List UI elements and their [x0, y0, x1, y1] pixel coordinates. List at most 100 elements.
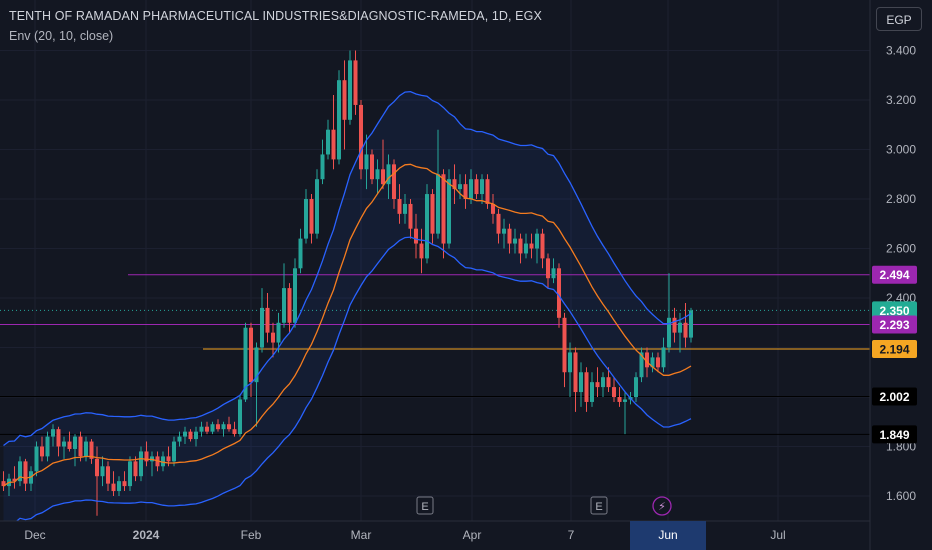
time-axis-highlight	[630, 521, 706, 550]
candle-body	[40, 446, 44, 457]
candle	[122, 471, 127, 492]
candle-body	[474, 179, 479, 195]
candle	[661, 337, 666, 373]
candle-body	[601, 377, 605, 388]
candle	[309, 194, 314, 244]
price-label-bg	[872, 315, 917, 334]
candle	[425, 184, 429, 264]
candle-body	[524, 243, 528, 254]
candle	[408, 199, 413, 239]
candle	[326, 119, 330, 160]
candle-body	[271, 332, 275, 343]
y-tick-label: 3.200	[886, 93, 916, 107]
candle-body	[573, 352, 578, 393]
candle	[656, 352, 660, 373]
candle-body	[161, 456, 165, 467]
x-tick-label: Mar	[351, 528, 372, 542]
candle-body	[205, 426, 209, 432]
event-label: E	[421, 501, 428, 513]
candle	[601, 372, 605, 397]
candle-body	[678, 322, 682, 333]
candle-body	[298, 238, 303, 269]
candle	[56, 426, 61, 457]
candle-body	[254, 347, 259, 383]
candle	[161, 451, 165, 472]
candle-body	[183, 431, 187, 437]
candle-body	[551, 268, 556, 279]
candle	[172, 436, 176, 467]
candle-body	[337, 80, 341, 160]
candle-body	[45, 436, 50, 457]
time-axis[interactable]: Dec 2024 Feb Mar Apr 7 Jun Jul	[0, 0, 871, 550]
candle-body	[18, 461, 22, 482]
dividend-event-icon[interactable]: ⚡	[652, 496, 672, 516]
candle	[139, 446, 143, 482]
candle-body	[606, 377, 611, 388]
candle	[188, 429, 193, 442]
candle	[617, 387, 622, 407]
candle-body	[188, 431, 193, 440]
candle-body	[353, 60, 358, 105]
candle-body	[425, 194, 429, 259]
candle	[524, 233, 528, 259]
candle-body	[194, 431, 198, 440]
candle-body	[672, 317, 677, 333]
candle	[612, 377, 616, 402]
candle-body	[111, 483, 116, 492]
horizontal-lines	[0, 274, 870, 435]
candle	[320, 139, 325, 185]
price-axis[interactable]: 1.6001.8002.0002.2002.4002.6002.8003.000…	[870, 0, 932, 550]
candle-body	[540, 233, 545, 259]
candle	[364, 134, 369, 190]
candle-body	[144, 451, 149, 462]
candle	[353, 50, 358, 115]
candle	[205, 421, 209, 435]
candle	[381, 139, 385, 190]
candle	[507, 223, 512, 254]
earnings-event-icon[interactable]: E	[416, 496, 434, 515]
candle	[183, 426, 187, 445]
earnings-event-icon[interactable]: E	[590, 496, 608, 515]
candle	[89, 439, 94, 464]
candle-body	[639, 352, 644, 378]
candle-body	[238, 399, 242, 435]
candle-body	[408, 203, 413, 229]
candle-body	[689, 310, 693, 338]
event-markers[interactable]: E E ⚡	[416, 496, 672, 516]
candle	[403, 194, 407, 224]
candle	[67, 431, 72, 452]
candle-body	[342, 80, 347, 120]
candle-body	[309, 199, 314, 234]
candle	[370, 149, 374, 185]
candle	[683, 302, 688, 348]
candle	[414, 213, 418, 259]
candle-body	[436, 174, 440, 234]
candle-body	[133, 461, 138, 477]
indicator-legend[interactable]: Env (20, 10, close)	[9, 29, 114, 43]
candle	[73, 434, 77, 467]
candle-body	[656, 357, 660, 368]
candle	[518, 233, 523, 264]
event-box	[590, 496, 608, 515]
price-label-bg	[872, 425, 917, 444]
price-label-2.002: 2.002	[872, 387, 917, 406]
candle-body	[386, 164, 391, 185]
candle-body	[557, 268, 561, 318]
candle-body	[359, 104, 363, 170]
candle-body	[491, 203, 495, 214]
candle-body	[650, 357, 655, 368]
currency-button[interactable]: EGP	[876, 7, 922, 31]
candle-body	[67, 441, 72, 449]
candle-body	[612, 387, 616, 397]
candle-body	[568, 352, 572, 373]
candle	[634, 372, 638, 402]
candle	[106, 461, 110, 492]
candle	[590, 372, 594, 407]
candle	[243, 322, 248, 402]
price-label-bg	[872, 339, 917, 358]
candle-body	[397, 199, 402, 214]
candle-body	[562, 317, 567, 373]
candle-body	[392, 164, 396, 199]
candle	[254, 342, 259, 427]
